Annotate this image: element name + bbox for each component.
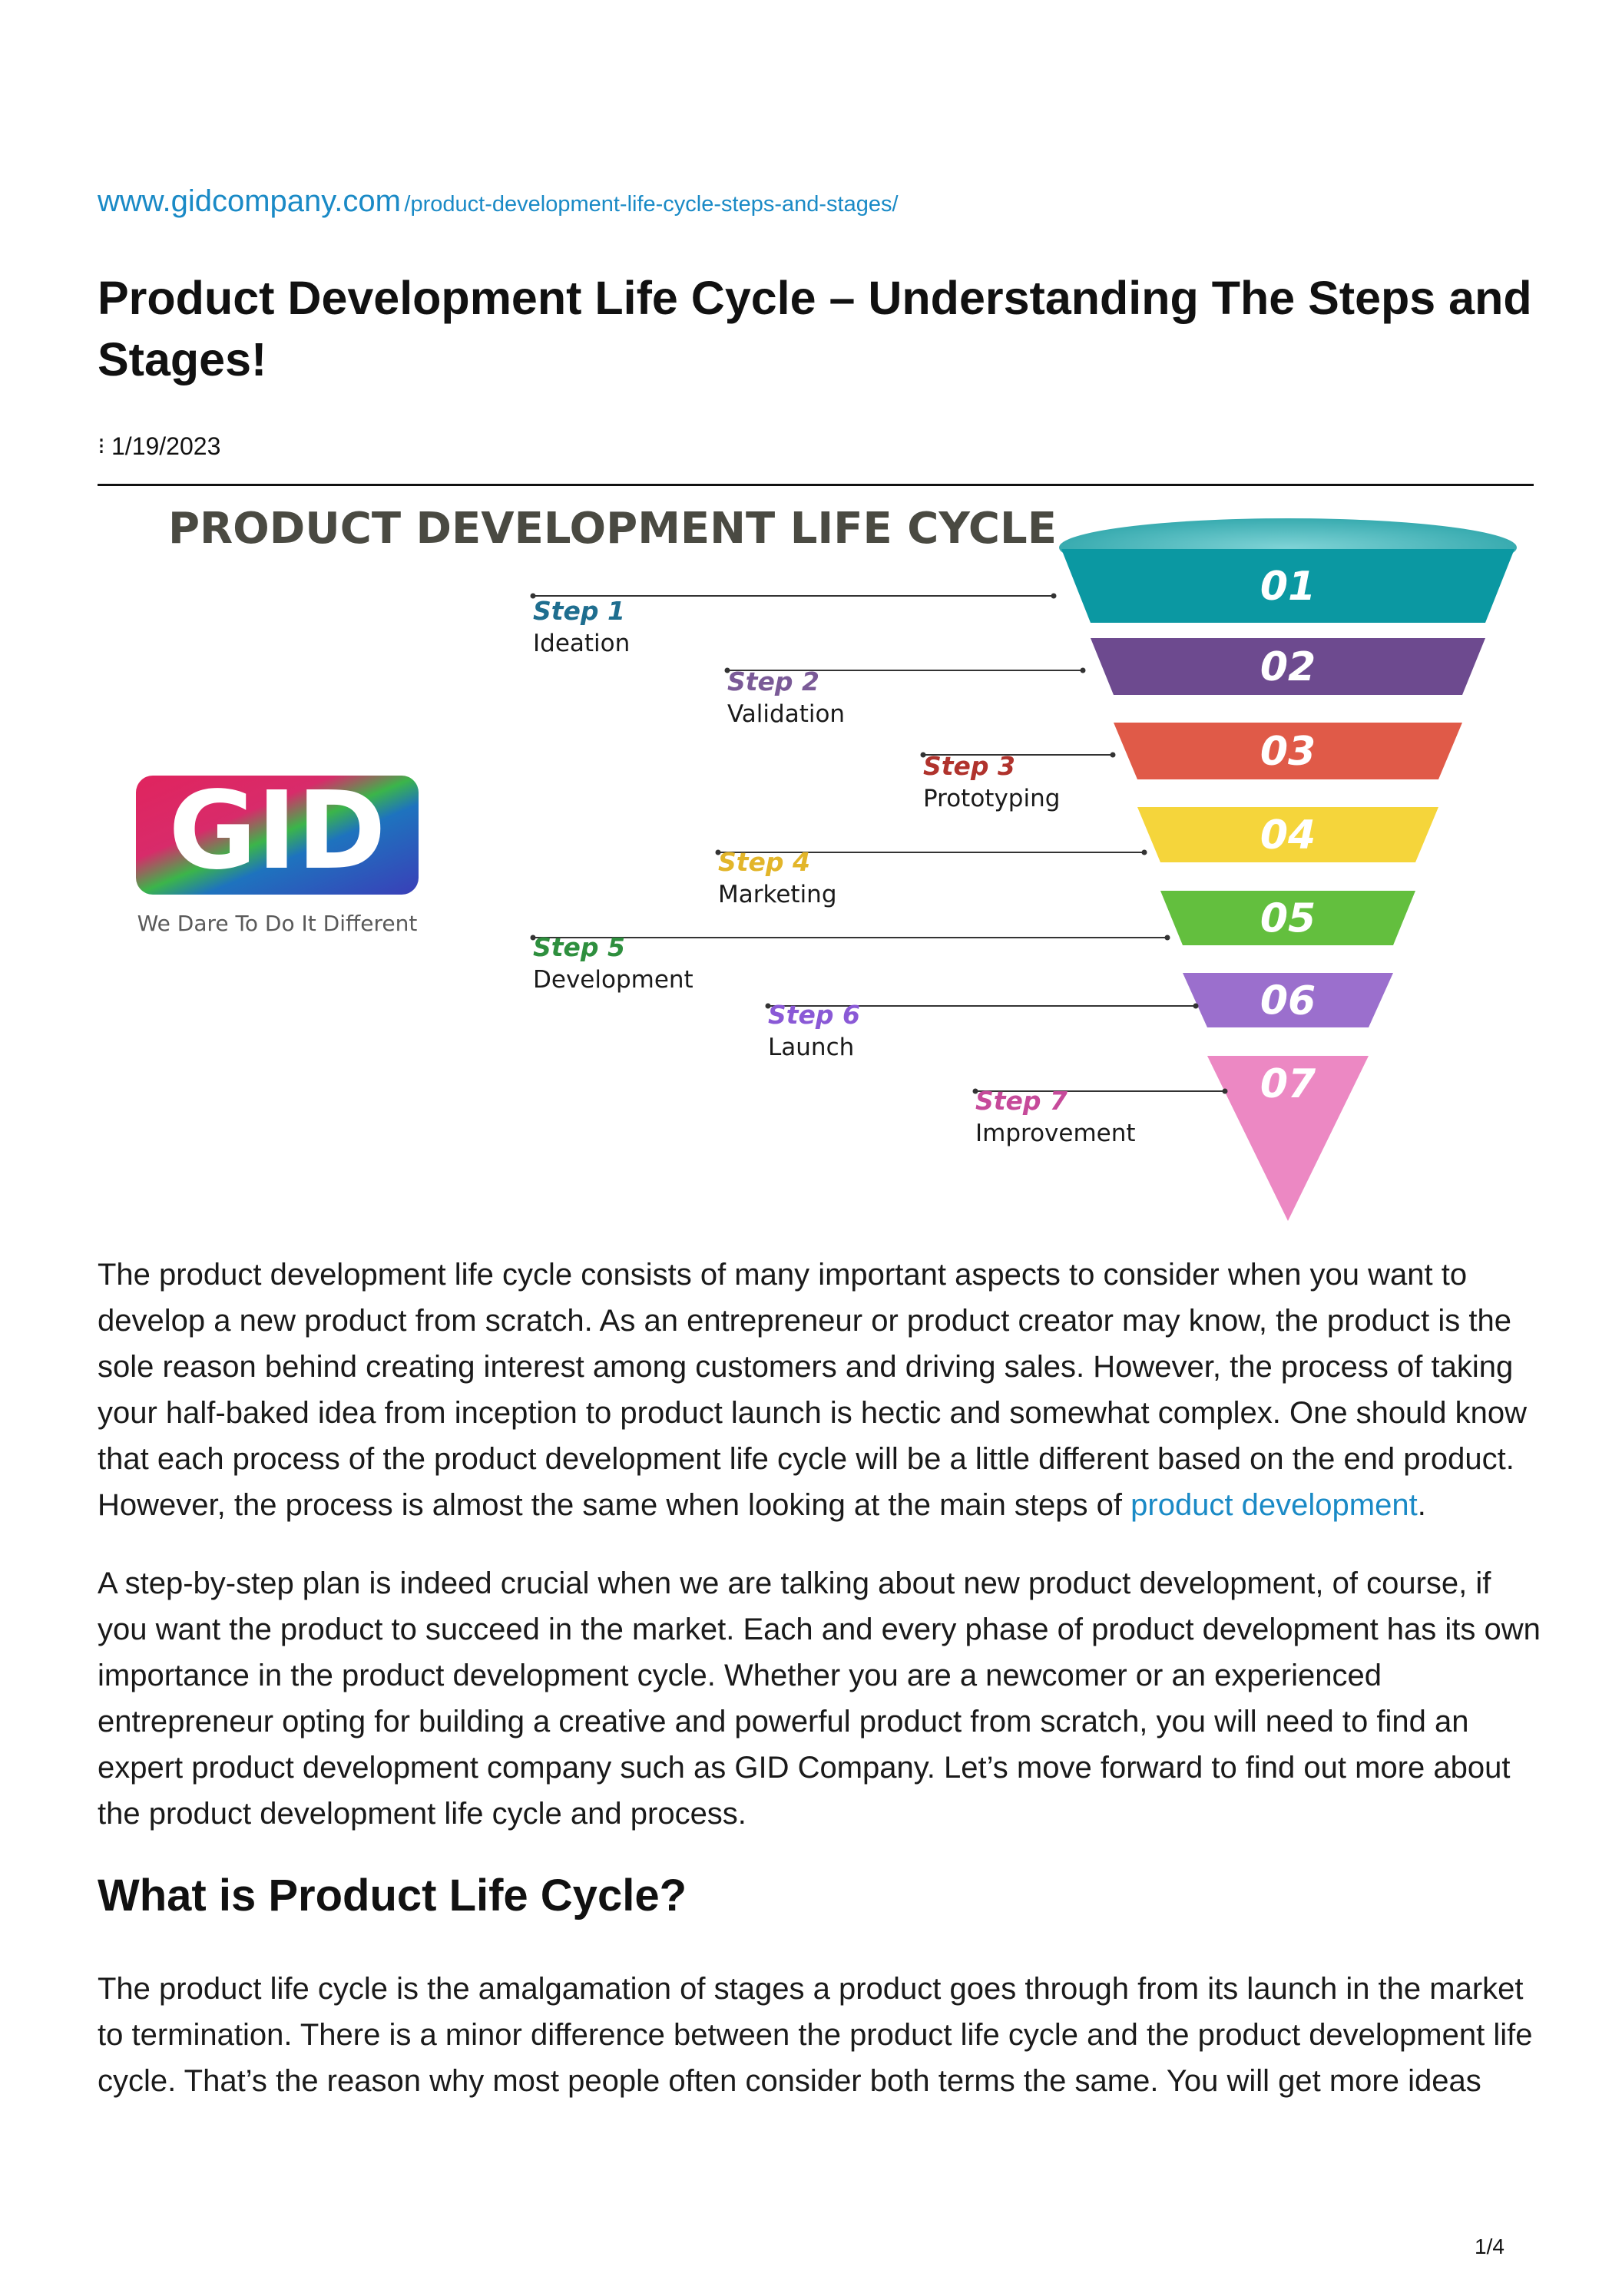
funnel-number-01: 01 <box>1260 564 1316 610</box>
step-7-leader-dot-end <box>1222 1088 1228 1094</box>
step-1-leader-dot-start <box>530 593 536 599</box>
figure-title: PRODUCT DEVELOPMENT LIFE CYCLE <box>168 504 1057 554</box>
paragraph-1-end: . <box>1417 1488 1426 1522</box>
gid-logo-badge <box>136 776 419 895</box>
step-6-label: Launch <box>768 1034 854 1061</box>
funnel-layer-04 <box>1137 807 1438 862</box>
body-paragraph-1: The product development life cycle consi… <box>98 1252 1541 1528</box>
source-url: www.gidcompany.com /product-development-… <box>98 184 899 219</box>
step-6-leader-dot-end <box>1193 1003 1199 1009</box>
funnel-layer-02 <box>1091 638 1485 695</box>
step-4-leader-dot-end <box>1141 849 1147 855</box>
step-5-label: Development <box>533 966 693 994</box>
step-5-title: Step 5 <box>533 932 625 962</box>
step-4-label: Marketing <box>718 881 837 908</box>
funnel-number-06: 06 <box>1260 978 1316 1024</box>
funnel-number-07: 07 <box>1260 1061 1316 1107</box>
infographic-figure: PRODUCT DEVELOPMENT LIFE CYCLE GID We Da… <box>98 503 1534 1232</box>
source-path-link[interactable]: /product-development-life-cycle-steps-an… <box>404 192 899 217</box>
step-2-title: Step 2 <box>727 667 819 696</box>
body-paragraph-2: A step-by-step plan is indeed crucial wh… <box>98 1567 1541 1831</box>
funnel-number-05: 05 <box>1260 896 1316 942</box>
publish-date: 1/19/2023 <box>111 432 221 460</box>
step-1-leader-dot-end <box>1051 593 1057 599</box>
body-paragraph-3: The product life cycle is the amalgamati… <box>98 1972 1533 2098</box>
step-4-title: Step 4 <box>718 847 810 877</box>
step-3-leader-dot-end <box>1110 752 1116 758</box>
gid-logo-tagline: We Dare To Do It Different <box>137 911 418 936</box>
section-heading: What is Product Life Cycle? <box>98 1871 687 1921</box>
product-development-link[interactable]: product development <box>1130 1488 1418 1522</box>
gid-logo-text: GID <box>168 769 386 894</box>
date-row: ⁝ 1/19/2023 <box>98 432 220 461</box>
step-5-leader-dot-end <box>1164 935 1170 941</box>
funnel-layer-01 <box>1061 549 1514 623</box>
article-title: Product Development Life Cycle – Underst… <box>98 272 1532 385</box>
step-labels: Step 1 Ideation Step 2 Validation Step 3 Prot… <box>530 593 1228 1147</box>
step-4-leader-dot-start <box>715 849 721 855</box>
funnel-number-02: 02 <box>1260 644 1316 690</box>
funnel-layer-07 <box>1207 1056 1369 1221</box>
step-7-leader-dot-start <box>972 1088 978 1094</box>
step-3-label: Prototyping <box>923 785 1060 812</box>
funnel-number-04: 04 <box>1260 812 1316 859</box>
page-number: 1/4 <box>1475 2235 1504 2258</box>
step-1-title: Step 1 <box>533 596 625 626</box>
step-7-title: Step 7 <box>975 1086 1068 1116</box>
step-1-label: Ideation <box>533 630 630 657</box>
funnel-layers: 01 02 03 04 05 06 07 <box>1059 518 1517 1221</box>
step-6-leader-dot-start <box>765 1003 771 1009</box>
step-2-leader-dot-end <box>1080 667 1086 673</box>
step-2-label: Validation <box>727 700 845 728</box>
source-domain-link[interactable]: www.gidcompany.com <box>98 184 401 218</box>
gid-logo: GID We Dare To Do It Different <box>136 769 419 936</box>
funnel-layer-06 <box>1183 973 1393 1027</box>
divider-line <box>98 484 1534 486</box>
paragraph-1-text: The product development life cycle consi… <box>98 1258 1528 1522</box>
step-7-label: Improvement <box>975 1120 1136 1147</box>
vertical-ellipsis-icon: ⁝ <box>98 434 105 459</box>
step-3-leader-dot-start <box>920 752 926 758</box>
funnel-layer-03 <box>1114 723 1462 779</box>
funnel-infographic: PRODUCT DEVELOPMENT LIFE CYCLE GID We Da… <box>136 504 1517 1221</box>
step-5-leader-dot-start <box>530 935 536 941</box>
step-2-leader-dot-start <box>724 667 730 673</box>
funnel-number-03: 03 <box>1260 729 1316 775</box>
funnel-layer-05 <box>1160 891 1415 945</box>
step-3-title: Step 3 <box>923 751 1015 781</box>
step-6-title: Step 6 <box>768 1000 860 1030</box>
